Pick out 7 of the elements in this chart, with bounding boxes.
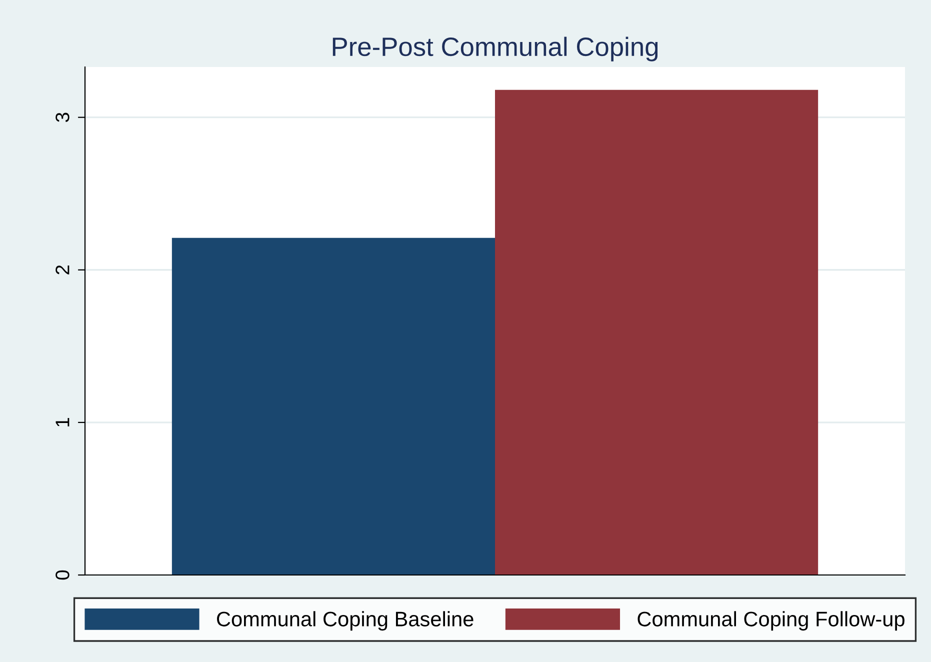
series-label: Communal Coping Follow-up xyxy=(638,611,904,631)
chart-title: Pre-Post Communal Coping xyxy=(332,36,658,62)
y-tick-label: 1 xyxy=(56,418,70,426)
y-tick-label: 2 xyxy=(56,265,70,274)
series-label: Communal Coping Baseline xyxy=(217,611,474,631)
y-tick-label: 3 xyxy=(56,112,70,122)
y-tick-label: 0 xyxy=(56,570,70,580)
